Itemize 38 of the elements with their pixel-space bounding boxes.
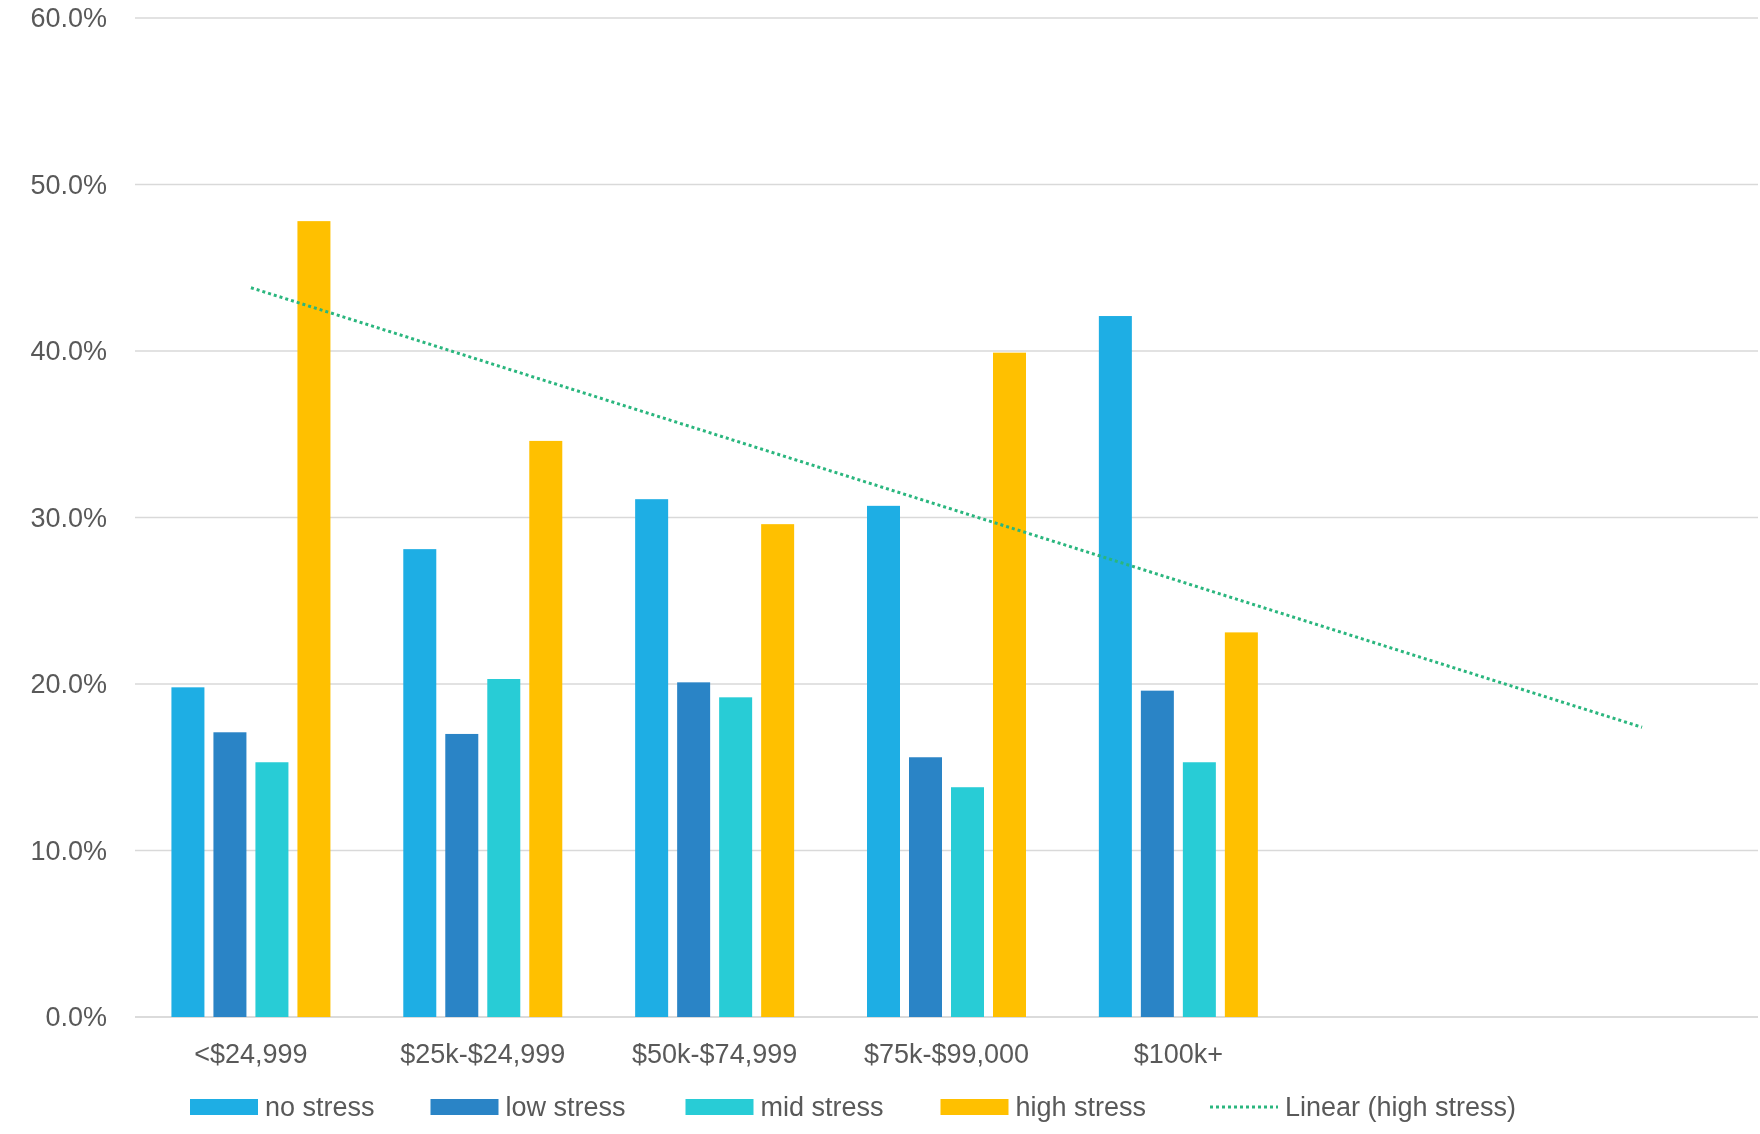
legend-label: low stress (505, 1092, 626, 1122)
bar (171, 687, 205, 1017)
bar (529, 440, 563, 1017)
bar (255, 762, 289, 1017)
x-tick-label: <$24,999 (194, 1039, 308, 1069)
bar (445, 733, 479, 1017)
bar (951, 787, 984, 1017)
bar (1224, 632, 1258, 1017)
x-tick-label: $100k+ (1133, 1039, 1224, 1069)
bar (909, 757, 942, 1017)
bar (719, 697, 753, 1017)
legend-label: Linear (high stress) (1285, 1092, 1517, 1122)
bar (487, 679, 521, 1017)
y-tick-label: 0.0% (45, 1002, 107, 1033)
y-tick-label: 50.0% (30, 169, 107, 200)
bar (1182, 762, 1216, 1017)
bar (403, 549, 437, 1017)
bar (213, 732, 247, 1017)
y-tick-label: 10.0% (30, 835, 107, 866)
bar (867, 505, 900, 1017)
y-tick-label: 20.0% (30, 669, 107, 700)
legend-label: high stress (1015, 1092, 1147, 1122)
bar (1140, 690, 1174, 1017)
legend-label: mid stress (760, 1092, 884, 1122)
x-tick-label: $75k-$99,000 (863, 1039, 1030, 1069)
legend-label: no stress (265, 1092, 375, 1122)
x-tick-label: $25k-$24,999 (400, 1039, 566, 1069)
y-tick-label: 30.0% (30, 502, 107, 533)
bar (1098, 316, 1132, 1017)
line-series (249, 286, 1644, 729)
bar (297, 221, 331, 1017)
bar (993, 352, 1026, 1017)
bar (635, 499, 669, 1017)
y-tick-label: 60.0% (30, 3, 107, 34)
y-tick-label: 40.0% (30, 336, 107, 367)
bar (677, 682, 711, 1017)
bar (761, 524, 795, 1017)
x-tick-label: $50k-$74,999 (632, 1039, 798, 1069)
